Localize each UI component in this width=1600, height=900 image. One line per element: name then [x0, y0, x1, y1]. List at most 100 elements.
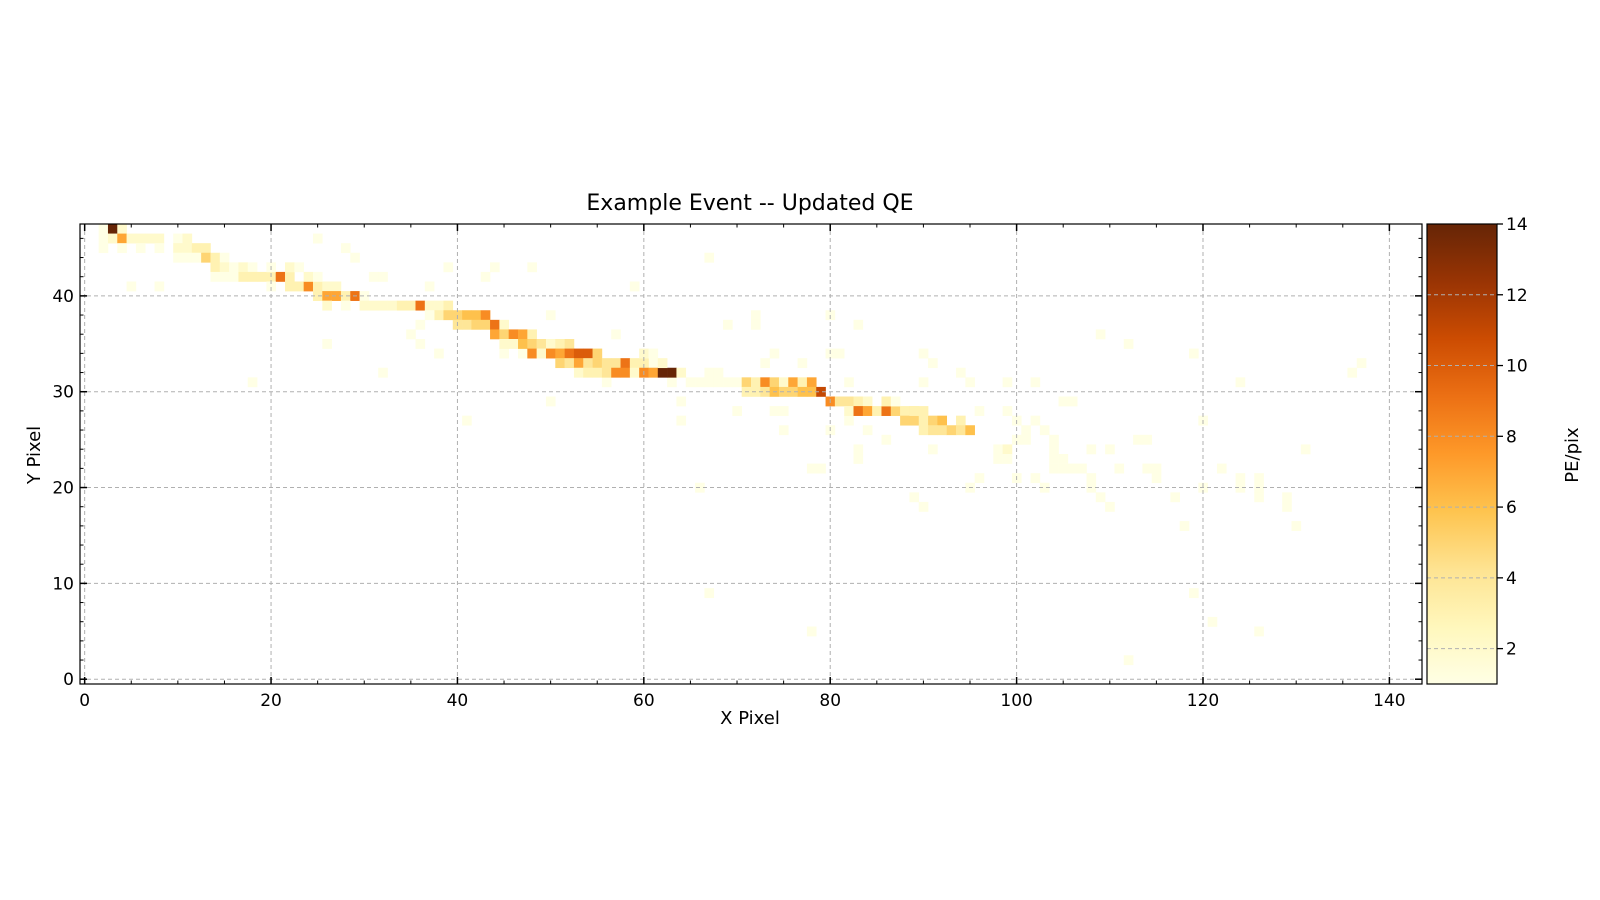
heatmap-cell	[545, 310, 556, 321]
heatmap-cell	[555, 358, 565, 369]
heatmap-cell	[732, 406, 742, 416]
heatmap-cell	[527, 348, 537, 359]
heatmap-cell	[1049, 463, 1059, 474]
heatmap-cell	[191, 243, 202, 254]
heatmap-cell	[844, 415, 854, 426]
heatmap-cell	[415, 319, 426, 330]
heatmap-cell	[853, 444, 864, 455]
heatmap-cell	[909, 415, 920, 426]
heatmap-cell	[704, 377, 715, 388]
heatmap-cell	[993, 444, 1003, 455]
heatmap-cell	[499, 339, 509, 349]
plot-background	[80, 224, 1422, 684]
heatmap-cell	[322, 281, 332, 292]
heatmap-cell	[1347, 367, 1358, 378]
heatmap-cell	[1189, 588, 1199, 599]
heatmap-cell	[946, 425, 957, 436]
heatmap-cell	[974, 406, 985, 416]
x-tick-label: 0	[79, 691, 90, 711]
heatmap-cell	[918, 406, 929, 416]
y-tick-label: 20	[52, 479, 74, 499]
heatmap-cell	[182, 252, 193, 263]
heatmap-cell	[518, 348, 528, 359]
heatmap-cell	[182, 243, 193, 254]
heatmap-cell	[238, 262, 249, 273]
heatmap-cell	[620, 358, 631, 369]
heatmap-cell	[1086, 444, 1097, 455]
heatmap-cell	[182, 233, 193, 244]
heatmap-cell	[107, 233, 118, 244]
heatmap-cell	[611, 329, 621, 340]
heatmap-cell	[1216, 463, 1227, 474]
heatmap-cell	[443, 310, 454, 321]
heatmap-cell	[471, 319, 482, 330]
heatmap-cell	[676, 367, 687, 378]
heatmap-cell	[98, 224, 109, 234]
heatmap-cell	[648, 348, 659, 359]
heatmap-cell	[657, 358, 668, 369]
heatmap-cell	[657, 367, 668, 378]
heatmap-cell	[545, 339, 556, 349]
y-axis-label: Y Pixel	[24, 426, 45, 485]
heatmap-cell	[918, 425, 929, 436]
heatmap-cell	[853, 454, 864, 464]
heatmap-cell	[1095, 329, 1106, 340]
heatmap-cell	[518, 329, 528, 340]
heatmap-cell	[918, 348, 929, 359]
heatmap-cell	[583, 367, 593, 378]
heatmap-cell	[629, 367, 640, 378]
heatmap-cell	[844, 396, 854, 407]
heatmap-cell	[1030, 377, 1041, 388]
heatmap-cell	[1133, 434, 1143, 445]
heatmap-cell	[806, 377, 817, 388]
heatmap-cell	[862, 406, 873, 416]
heatmap-cell	[778, 406, 789, 416]
heatmap-cell	[564, 339, 575, 349]
heatmap-cell	[918, 415, 929, 426]
heatmap-cell	[480, 310, 491, 321]
heatmap-cell	[415, 300, 426, 311]
heatmap-cell	[219, 252, 230, 263]
heatmap-cell	[1058, 454, 1069, 464]
heatmap-cell	[555, 348, 565, 359]
heatmap-cell	[956, 425, 966, 436]
heatmap-cell	[247, 271, 258, 282]
heatmap-cell	[173, 233, 183, 244]
heatmap-cell	[965, 377, 975, 388]
heatmap-cell	[285, 281, 295, 292]
x-tick-label: 40	[447, 691, 469, 711]
chart-title: Example Event -- Updated QE	[586, 191, 913, 216]
heatmap-cell	[350, 252, 360, 263]
heatmap-cell	[135, 243, 146, 254]
heatmap-cell	[741, 377, 752, 388]
heatmap-cell	[331, 291, 342, 301]
colorbar-label: PE/pix	[1562, 427, 1583, 483]
axes: 0 20 40 60 80 100 120 140 0 10 20 30 40	[52, 224, 1422, 711]
heatmap-cell	[1002, 444, 1013, 455]
colorbar-tick-label: 2	[1506, 640, 1517, 660]
heatmap-cell	[788, 386, 798, 397]
y-tick-label: 10	[52, 574, 74, 594]
heatmap-cell	[732, 377, 742, 388]
heatmap-cell	[806, 463, 817, 474]
heatmap-cell	[862, 425, 873, 436]
heatmap-cell	[937, 415, 948, 426]
heatmap-cell	[443, 300, 454, 311]
heatmap-cell	[611, 367, 621, 378]
heatmap-cell	[1002, 377, 1013, 388]
heatmap-cell	[378, 300, 388, 311]
heatmap-cell	[201, 252, 211, 263]
heatmap-cell	[695, 377, 705, 388]
heatmap-cell	[238, 271, 249, 282]
heatmap-cell	[1030, 473, 1041, 484]
heatmap-cell	[1254, 492, 1264, 503]
heatmap-cell	[592, 367, 603, 378]
heatmap-cell	[247, 262, 258, 273]
x-tick-label: 20	[260, 691, 282, 711]
heatmap-cell	[340, 291, 351, 301]
colorbar-tick-label: 10	[1506, 357, 1528, 377]
heatmap-cell	[1123, 339, 1134, 349]
heatmap-cell	[760, 358, 770, 369]
heatmap-cell	[881, 434, 892, 445]
